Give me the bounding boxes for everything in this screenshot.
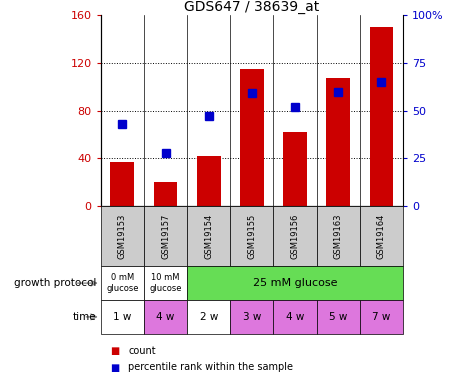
Text: GSM19153: GSM19153 xyxy=(118,214,127,259)
Bar xyxy=(144,206,187,266)
Text: 4 w: 4 w xyxy=(286,312,304,322)
Bar xyxy=(327,78,350,206)
Bar xyxy=(273,206,316,266)
Bar xyxy=(101,206,144,266)
Bar xyxy=(283,132,307,206)
Text: 2 w: 2 w xyxy=(200,312,218,322)
Text: ■: ■ xyxy=(110,346,119,355)
Text: GSM19164: GSM19164 xyxy=(377,214,386,259)
Bar xyxy=(187,266,403,300)
Text: 1 w: 1 w xyxy=(113,312,131,322)
Bar xyxy=(144,266,187,300)
Text: 0 mM
glucose: 0 mM glucose xyxy=(106,273,139,293)
Text: GSM19163: GSM19163 xyxy=(334,213,343,259)
Bar xyxy=(370,27,393,206)
Text: percentile rank within the sample: percentile rank within the sample xyxy=(128,363,293,372)
Bar xyxy=(230,300,273,334)
Bar xyxy=(360,300,403,334)
Bar xyxy=(273,300,316,334)
Bar xyxy=(187,300,230,334)
Text: 4 w: 4 w xyxy=(156,312,174,322)
Bar xyxy=(187,206,230,266)
Text: GSM19154: GSM19154 xyxy=(204,214,213,259)
Text: 5 w: 5 w xyxy=(329,312,348,322)
Bar xyxy=(316,206,360,266)
Text: GSM19157: GSM19157 xyxy=(161,214,170,259)
Bar xyxy=(144,300,187,334)
Text: GSM19156: GSM19156 xyxy=(290,214,300,259)
Text: 7 w: 7 w xyxy=(372,312,391,322)
Text: 3 w: 3 w xyxy=(243,312,261,322)
Bar xyxy=(360,206,403,266)
Text: 10 mM
glucose: 10 mM glucose xyxy=(149,273,182,293)
Text: ■: ■ xyxy=(110,363,119,372)
Bar xyxy=(316,300,360,334)
Text: count: count xyxy=(128,346,156,355)
Bar xyxy=(101,266,144,300)
Text: time: time xyxy=(72,312,96,322)
Bar xyxy=(197,156,221,206)
Title: GDS647 / 38639_at: GDS647 / 38639_at xyxy=(184,0,320,14)
Text: 25 mM glucose: 25 mM glucose xyxy=(253,278,338,288)
Text: growth protocol: growth protocol xyxy=(14,278,96,288)
Bar xyxy=(110,162,134,206)
Text: GSM19155: GSM19155 xyxy=(247,214,256,259)
Bar xyxy=(101,300,144,334)
Bar xyxy=(154,182,177,206)
Bar xyxy=(240,69,264,206)
Bar xyxy=(230,206,273,266)
